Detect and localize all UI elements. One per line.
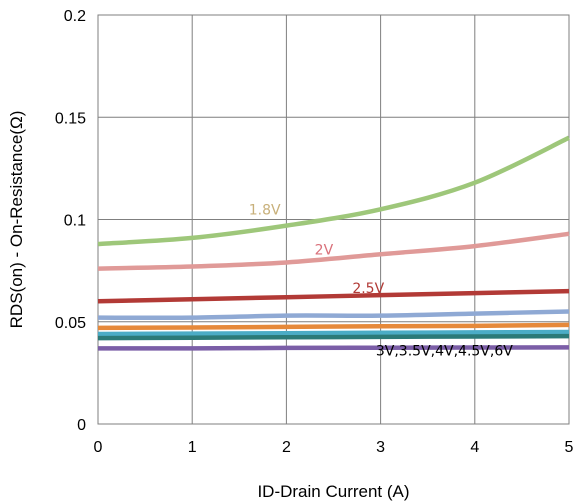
series-line-7 xyxy=(97,333,570,341)
annotation-label: 1.8V xyxy=(249,202,281,218)
y-tick-label: 0.1 xyxy=(64,213,86,230)
x-tick-label: 5 xyxy=(565,439,574,456)
series-line-6 xyxy=(97,329,570,337)
x-tick-label: 3 xyxy=(376,439,385,456)
series-lines xyxy=(97,135,570,351)
series-line-4 xyxy=(97,309,570,321)
x-tick-label: 0 xyxy=(94,439,103,456)
x-tick-label: 2 xyxy=(282,439,291,456)
x-tick-label: 1 xyxy=(188,439,197,456)
series-line-5 xyxy=(97,322,570,331)
series-line-8 xyxy=(97,345,570,351)
series-line-3 xyxy=(97,288,570,304)
y-tick-label: 0.15 xyxy=(55,110,86,127)
series-line-1 xyxy=(97,135,570,247)
y-axis-label: RDS(on) - On-Resistance(Ω) xyxy=(7,111,26,329)
annotations: 1.8V 2V 2.5V 3V,3.5V,4V,4.5V,6V xyxy=(249,202,514,359)
annotation-label: 3V,3.5V,4V,4.5V,6V xyxy=(376,343,513,359)
y-tick-label: 0 xyxy=(77,417,86,434)
y-tick-label: 0.2 xyxy=(64,8,86,25)
annotation-label: 2V xyxy=(315,242,334,258)
series-line-2 xyxy=(97,231,570,271)
x-tick-labels: 0 1 2 3 4 5 xyxy=(94,439,574,456)
y-tick-label: 0.05 xyxy=(55,315,86,332)
x-tick-label: 4 xyxy=(470,439,479,456)
y-tick-labels: 0 0.05 0.1 0.15 0.2 xyxy=(55,8,86,434)
x-axis-label: ID-Drain Current (A) xyxy=(257,482,409,501)
annotation-label: 2.5V xyxy=(352,281,384,297)
plot-area xyxy=(97,14,570,425)
